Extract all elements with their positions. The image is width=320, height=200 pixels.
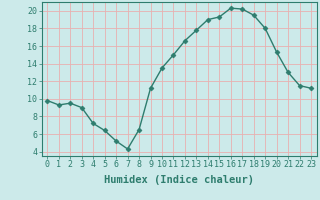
X-axis label: Humidex (Indice chaleur): Humidex (Indice chaleur) bbox=[104, 175, 254, 185]
